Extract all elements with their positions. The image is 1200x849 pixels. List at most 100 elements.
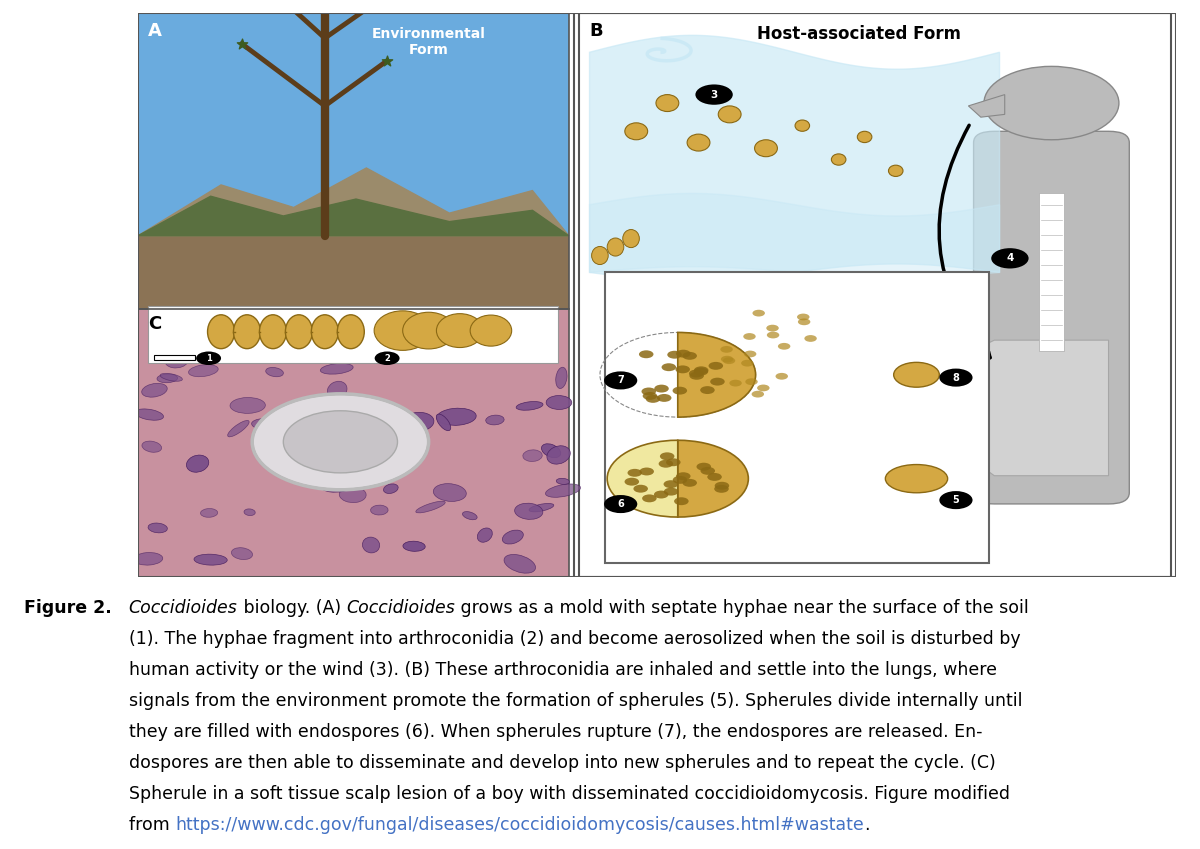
Ellipse shape (557, 478, 570, 485)
Circle shape (745, 379, 757, 385)
Text: 7: 7 (617, 375, 624, 385)
Circle shape (656, 394, 672, 402)
Circle shape (940, 368, 972, 386)
Ellipse shape (286, 315, 312, 349)
Circle shape (696, 84, 733, 104)
Ellipse shape (328, 381, 347, 399)
Circle shape (689, 369, 703, 378)
Circle shape (666, 458, 680, 466)
Ellipse shape (719, 106, 742, 123)
Circle shape (374, 351, 400, 365)
Polygon shape (968, 94, 1004, 117)
Circle shape (798, 318, 810, 325)
Text: signals from the environment promote the formation of spherules (5). Spherules d: signals from the environment promote the… (128, 692, 1022, 710)
Ellipse shape (433, 484, 467, 502)
Ellipse shape (148, 523, 167, 533)
Ellipse shape (187, 318, 206, 328)
Ellipse shape (503, 530, 523, 544)
Ellipse shape (160, 374, 182, 381)
Circle shape (638, 351, 654, 358)
Circle shape (940, 491, 972, 509)
Ellipse shape (164, 353, 188, 368)
Text: 6: 6 (617, 499, 624, 509)
Ellipse shape (194, 554, 227, 565)
Circle shape (767, 324, 779, 331)
Ellipse shape (252, 419, 292, 432)
Circle shape (710, 378, 725, 385)
Circle shape (642, 387, 656, 396)
Ellipse shape (374, 311, 431, 351)
Circle shape (283, 411, 397, 473)
Circle shape (720, 346, 733, 352)
Point (233, 37, 252, 51)
Ellipse shape (362, 537, 379, 553)
Circle shape (674, 498, 689, 505)
Text: A: A (149, 22, 162, 41)
Ellipse shape (415, 501, 445, 513)
Ellipse shape (337, 315, 365, 349)
Ellipse shape (486, 415, 504, 424)
Ellipse shape (259, 315, 287, 349)
Circle shape (640, 468, 654, 475)
Circle shape (672, 386, 688, 395)
Circle shape (752, 310, 764, 317)
Ellipse shape (330, 344, 347, 359)
Ellipse shape (268, 428, 294, 437)
Circle shape (722, 357, 736, 364)
Circle shape (642, 494, 656, 503)
Circle shape (797, 313, 810, 320)
Ellipse shape (245, 328, 275, 346)
Circle shape (730, 380, 742, 386)
Text: Coccidioides: Coccidioides (128, 599, 238, 617)
Circle shape (775, 373, 788, 380)
Text: human activity or the wind (3). (B) These arthroconidia are inhaled and settle i: human activity or the wind (3). (B) Thes… (128, 661, 997, 679)
Text: Figure 2.: Figure 2. (24, 599, 112, 617)
Ellipse shape (478, 528, 492, 543)
Ellipse shape (607, 238, 624, 256)
Ellipse shape (623, 229, 640, 248)
Circle shape (683, 351, 697, 360)
Circle shape (991, 248, 1028, 268)
Ellipse shape (403, 541, 425, 551)
Circle shape (743, 333, 756, 340)
Circle shape (252, 394, 428, 490)
Ellipse shape (592, 246, 608, 265)
Ellipse shape (186, 455, 209, 472)
Ellipse shape (311, 315, 338, 349)
Circle shape (757, 385, 769, 391)
Circle shape (664, 487, 678, 496)
Circle shape (715, 481, 730, 490)
Ellipse shape (320, 363, 353, 374)
Circle shape (721, 356, 733, 363)
Circle shape (804, 335, 817, 342)
Text: (1). The hyphae fragment into arthroconidia (2) and become aerosolized when the : (1). The hyphae fragment into arthroconi… (128, 630, 1020, 648)
Circle shape (628, 469, 642, 477)
Ellipse shape (372, 324, 391, 337)
Text: 5: 5 (953, 495, 959, 505)
Circle shape (744, 351, 756, 357)
Circle shape (694, 368, 708, 375)
Ellipse shape (384, 484, 398, 493)
Text: they are filled with endospores (6). When spherules rupture (7), the endospores : they are filled with endospores (6). Whe… (128, 723, 983, 741)
Ellipse shape (656, 94, 679, 111)
Ellipse shape (244, 509, 256, 515)
Ellipse shape (230, 397, 265, 413)
Ellipse shape (516, 402, 544, 410)
Ellipse shape (437, 313, 484, 347)
FancyBboxPatch shape (973, 132, 1129, 504)
Ellipse shape (402, 413, 434, 432)
Ellipse shape (546, 484, 581, 498)
Ellipse shape (340, 486, 366, 503)
Ellipse shape (320, 476, 355, 492)
Circle shape (654, 385, 668, 392)
Ellipse shape (504, 554, 535, 573)
Ellipse shape (188, 364, 218, 377)
Ellipse shape (796, 120, 810, 132)
Ellipse shape (228, 420, 250, 437)
Ellipse shape (556, 368, 568, 389)
FancyBboxPatch shape (138, 309, 569, 577)
Circle shape (676, 365, 690, 374)
Wedge shape (607, 441, 678, 517)
Wedge shape (678, 441, 749, 517)
Circle shape (604, 495, 637, 513)
